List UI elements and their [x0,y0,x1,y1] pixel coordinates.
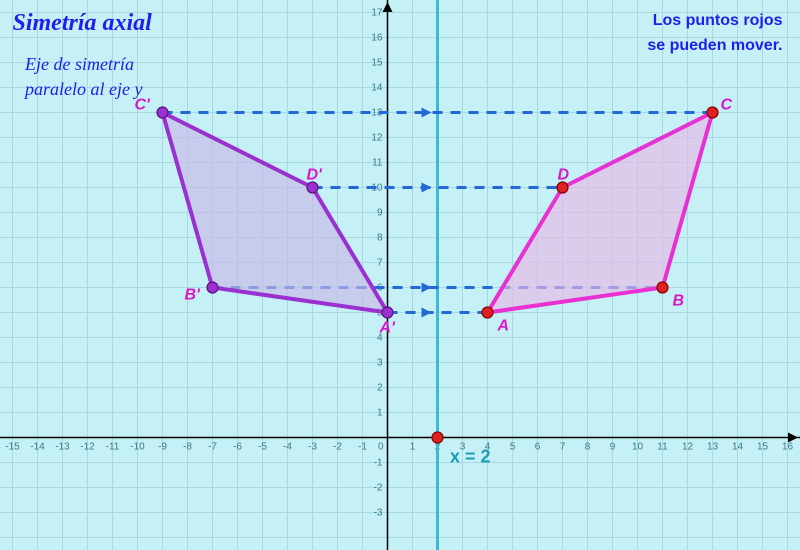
x-tick-label: -12 [80,442,95,453]
x-tick-label: 11 [657,442,668,453]
x-tick-label: -4 [283,442,292,453]
y-tick-label: 15 [371,58,383,69]
x-tick-label: -15 [5,442,20,453]
x-tick-label: 12 [682,442,694,453]
y-tick-label: 8 [377,233,383,244]
subtitle-line-2: paralelo al eje y [23,79,142,99]
origin-label: 0 [378,442,384,453]
x-tick-label: -9 [158,442,167,453]
x-tick-label: -5 [258,442,267,453]
page-title: Simetría axial [13,10,153,36]
point-label-C: C [721,97,733,114]
x-tick-label: -6 [233,442,242,453]
point-label-B': B' [185,287,202,304]
y-tick-label: 16 [371,33,383,44]
point-B[interactable] [657,282,668,293]
x-tick-label: -10 [130,442,145,453]
point-C[interactable] [707,107,718,118]
x-tick-label: 7 [560,442,566,453]
x-tick-label: 8 [585,442,591,453]
y-tick-label: 11 [372,158,383,169]
info-line-2: se pueden mover. [647,37,782,54]
x-tick-label: -8 [183,442,192,453]
y-tick-label: 7 [377,258,383,269]
y-tick-label: 2 [377,383,383,394]
x-tick-label: 13 [707,442,719,453]
point-D[interactable] [557,182,568,193]
info-line-1: Los puntos rojos [653,12,783,29]
x-tick-label: -14 [30,442,45,453]
point-A[interactable] [482,307,493,318]
y-tick-label: 14 [371,83,383,94]
point-label-A: A [497,318,510,335]
geometry-canvas: -15-14-13-12-11-10-9-8-7-6-5-4-3-2-11234… [0,0,800,550]
y-tick-label: 17 [371,8,383,19]
y-tick-label: -2 [374,483,383,494]
subtitle-line-1: Eje de simetría [24,54,134,74]
y-tick-label: -1 [374,458,383,469]
x-tick-label: 15 [757,442,769,453]
x-tick-label: -2 [333,442,342,453]
x-tick-label: 9 [610,442,616,453]
axis-of-symmetry-label: x = 2 [450,447,491,467]
point-A' [382,307,393,318]
axis-point[interactable] [432,432,443,443]
point-D' [307,182,318,193]
y-tick-label: -3 [374,508,383,519]
x-tick-label: -3 [308,442,317,453]
x-tick-label: 5 [510,442,516,453]
x-tick-label: -13 [55,442,70,453]
point-B' [207,282,218,293]
x-tick-label: 10 [632,442,644,453]
point-label-D: D [558,167,570,184]
y-tick-label: 12 [371,133,383,144]
y-tick-label: 9 [377,208,383,219]
point-label-C': C' [135,97,152,114]
x-tick-label: 16 [782,442,794,453]
point-label-A': A' [379,320,397,337]
point-label-B: B [673,293,685,310]
x-tick-label: 1 [410,442,416,453]
y-tick-label: 1 [377,408,383,419]
y-tick-label: 3 [377,358,383,369]
x-tick-label: -1 [358,442,367,453]
x-tick-label: 14 [732,442,744,453]
x-tick-label: -11 [106,442,120,453]
point-C' [157,107,168,118]
x-tick-label: 6 [535,442,541,453]
x-tick-label: -7 [208,442,217,453]
point-label-D': D' [307,167,324,184]
